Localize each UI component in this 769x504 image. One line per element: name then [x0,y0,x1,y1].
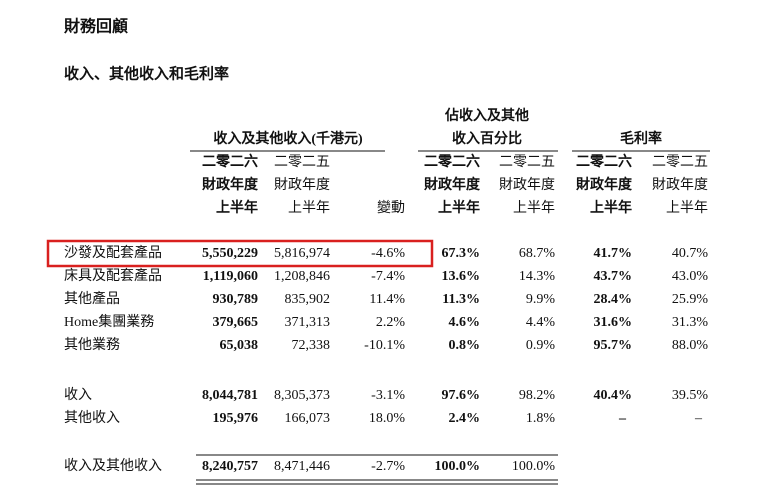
column-header: 上半年 [590,199,632,216]
cell: 0.9% [526,338,556,353]
cell: 1,119,060 [203,269,258,284]
cell: -2.7% [371,459,405,474]
cell: 39.5% [672,388,709,403]
cell: 40.4% [594,388,633,403]
column-header: 二零二五 [274,154,330,170]
column-header: 財政年度 [652,177,708,193]
cell: -3.1% [371,388,405,403]
cell: 8,044,781 [202,388,258,403]
cell: 97.6% [442,388,481,403]
column-header: 變動 [377,200,405,216]
cell: 5,550,229 [202,246,258,261]
row-label: 床具及配套產品 [64,267,162,284]
cell: 195,976 [213,411,259,426]
row-label: Home集團業務 [64,313,154,330]
cell: 371,313 [285,315,331,330]
cell: 2.4% [449,411,481,426]
group-header: 毛利率 [620,130,662,147]
column-header: 財政年度 [274,177,330,193]
cell: -7.4% [371,269,405,284]
cell: -10.1% [364,338,405,353]
cell: – [618,411,627,426]
column-header: 上半年 [288,200,330,216]
cell: 65,038 [220,338,259,353]
cell: -4.6% [371,246,405,261]
column-header: 財政年度 [575,176,633,193]
cell: 8,305,373 [274,388,330,403]
group-header: 佔收入及其他 [444,107,529,124]
column-header: 二零二六 [424,153,480,170]
highlight-box [46,239,434,268]
cell: 14.3% [519,269,556,284]
cell: 4.4% [526,315,556,330]
cell: 88.0% [672,338,709,353]
cell: 72,338 [292,338,331,353]
row-label: 收入 [64,387,92,403]
cell: 11.3% [442,292,480,307]
cell: 8,240,757 [202,459,258,474]
cell: 43.0% [672,269,709,284]
cell: 13.6% [442,269,481,284]
cell: 40.7% [672,246,709,261]
cell: 9.9% [526,292,556,307]
cell: 5,816,974 [274,246,330,261]
row-label: 其他業務 [64,337,120,353]
cell: – [694,411,703,426]
cell: 95.7% [594,338,633,353]
column-header: 上半年 [216,199,258,216]
cell: 100.0% [435,459,481,474]
column-header: 上半年 [666,200,708,216]
cell: 25.9% [672,292,709,307]
cell: 1,208,846 [274,269,330,284]
cell: 835,902 [285,292,331,307]
column-header: 二零二六 [576,153,632,170]
cell: 18.0% [369,411,406,426]
row-label: 收入及其他收入 [64,458,162,474]
row-label: 其他產品 [64,290,120,307]
column-header: 財政年度 [423,176,481,193]
column-header: 上半年 [438,199,480,216]
column-header: 二零二五 [499,154,555,170]
column-header: 二零二五 [652,154,708,170]
cell: 100.0% [512,459,556,474]
group-header: 收入及其他收入(千港元) [213,130,363,147]
cell: 43.7% [594,269,633,284]
cell: 31.3% [672,315,709,330]
cell: 0.8% [449,338,481,353]
cell: 31.6% [594,315,633,330]
cell: 1.8% [526,411,556,426]
cell: 67.3% [442,246,481,261]
cell: 11.4% [369,292,405,307]
column-header: 財政年度 [201,176,259,193]
column-header: 二零二六 [202,153,258,170]
cell: 379,665 [213,315,259,330]
cell: 4.6% [449,315,481,330]
group-header: 收入百分比 [452,130,522,147]
row-label: 沙發及配套產品 [64,244,162,261]
column-header: 財政年度 [499,177,555,193]
title: 財務回顧 [64,17,128,36]
cell: 98.2% [519,388,556,403]
cell: 166,073 [285,411,331,426]
cell: 930,789 [213,292,259,307]
column-header: 上半年 [513,200,555,216]
cell: 28.4% [594,292,633,307]
row-label: 其他收入 [64,410,120,426]
cell: 8,471,446 [274,459,330,474]
cell: 41.7% [594,246,633,261]
cell: 2.2% [376,315,406,330]
subtitle: 收入、其他收入和毛利率 [64,64,229,82]
cell: 68.7% [519,246,556,261]
